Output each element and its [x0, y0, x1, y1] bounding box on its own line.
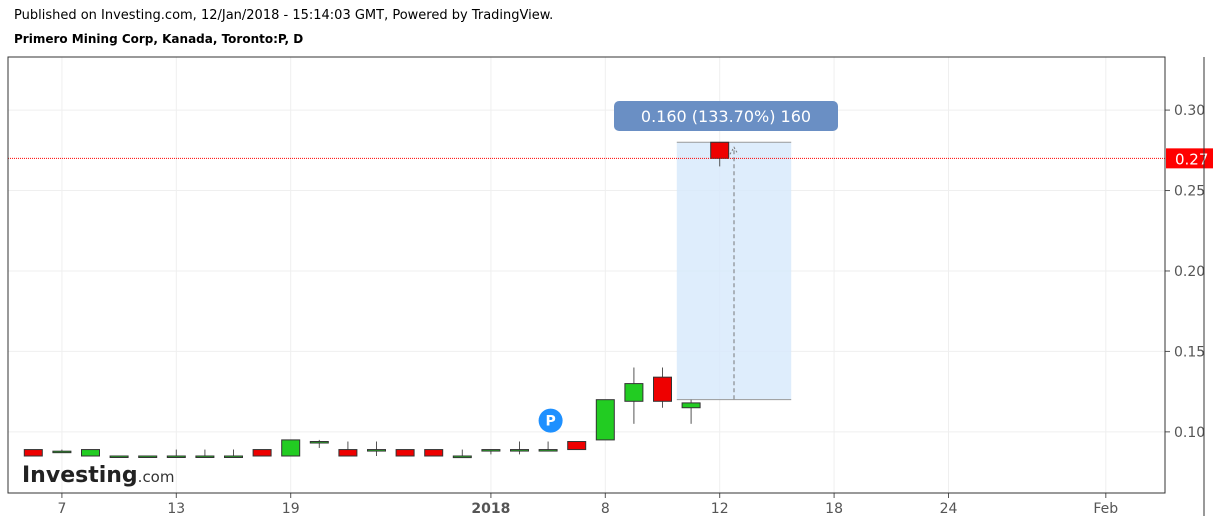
- candle-down: [710, 141, 730, 159]
- y-tick-label: 0.30: [1174, 103, 1205, 119]
- candle-down: [395, 449, 415, 457]
- measure-arrow-head: [729, 146, 739, 155]
- candle-up: [224, 455, 243, 458]
- candle-up: [681, 402, 701, 409]
- symbol-title: Primero Mining Corp, Kanada, Toronto:P, …: [14, 32, 304, 46]
- chart-overlay: 0.160 (133.70%) 160 0.27 P Investing.com: [8, 101, 1213, 488]
- candle-up: [81, 449, 100, 457]
- candle-up: [624, 383, 644, 402]
- x-tick-label: 8: [601, 501, 610, 516]
- p-marker: [538, 408, 563, 433]
- axes: 0.30 0.25 0.20 0.15 0.10 7 13 19 2018 8 12 18 24 Feb: [7, 56, 1205, 516]
- candle-up: [281, 439, 301, 457]
- current-price-box: [1166, 148, 1213, 169]
- candle-up: [166, 455, 186, 458]
- candle-up: [109, 455, 129, 458]
- x-tick-label: Feb: [1093, 501, 1118, 516]
- candles: [23, 141, 730, 459]
- published-note: Published on Investing.com, 12/Jan/2018 …: [14, 8, 554, 23]
- candle-up: [510, 449, 529, 452]
- p-marker-label: P: [545, 414, 555, 430]
- logo-suffix: .com: [138, 468, 175, 486]
- x-tick-label: 19: [282, 501, 300, 516]
- candle-down: [338, 449, 358, 457]
- plot-frame: [7, 56, 1166, 494]
- candle-up: [452, 455, 472, 459]
- x-tick-label: 13: [167, 501, 185, 516]
- current-price-label: 0.27: [1175, 150, 1208, 168]
- candle-up: [538, 449, 558, 452]
- investing-logo: Investing.com: [22, 463, 174, 488]
- candle-up: [52, 450, 72, 454]
- y-tick-label: 0.15: [1174, 344, 1205, 360]
- candle-up: [309, 441, 329, 444]
- y-tick-label: 0.20: [1174, 264, 1205, 280]
- measure-range: [676, 141, 792, 401]
- candle-up: [138, 455, 158, 458]
- x-tick-label: 2018: [471, 501, 510, 516]
- x-tick-label: 7: [57, 501, 66, 516]
- candle-down: [653, 376, 672, 402]
- candle-up: [595, 399, 615, 441]
- candle-down: [424, 449, 444, 457]
- measure-badge: [614, 101, 838, 131]
- measure-label: 0.160 (133.70%) 160: [641, 107, 811, 126]
- y-tick-label: 0.10: [1174, 425, 1205, 441]
- candle-down: [567, 441, 587, 451]
- x-tick-label: 12: [711, 501, 729, 516]
- x-tick-label: 18: [825, 501, 843, 516]
- candle-up: [367, 449, 386, 452]
- candle-up: [195, 455, 215, 458]
- y-tick-label: 0.25: [1174, 184, 1205, 200]
- candle-down: [23, 449, 43, 457]
- x-tick-label: 24: [940, 501, 958, 516]
- logo-word: Investing: [22, 463, 138, 488]
- candle-down: [252, 449, 272, 457]
- grid-lines: [8, 57, 1165, 493]
- candle-up: [481, 449, 501, 452]
